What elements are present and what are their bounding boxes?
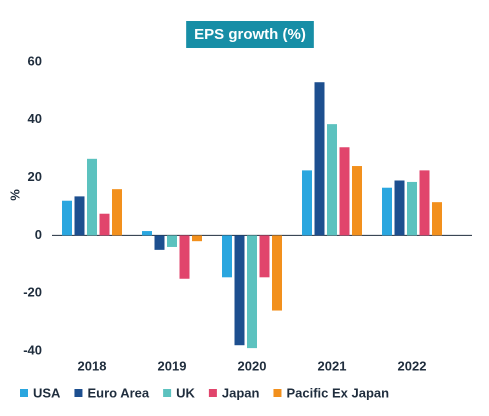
legend-label: Euro Area [87,385,149,400]
bar [192,235,202,242]
bar [407,181,417,236]
bar [247,235,257,349]
bar [352,166,362,236]
y-tick-label: -20 [23,285,42,300]
bar [314,82,325,236]
y-tick-label: 40 [28,111,42,126]
title-box [186,21,314,48]
bar [382,187,392,236]
legend-swatch [20,389,28,397]
bar [154,235,165,250]
bar [394,180,405,236]
bar [432,202,442,236]
bar [259,235,270,278]
bar [142,231,152,236]
bar [339,147,350,236]
bar [272,235,282,311]
bar [222,235,232,278]
x-tick-label: 2019 [158,358,187,373]
y-tick-label: -40 [23,342,42,357]
legend-label: Japan [222,385,260,400]
y-tick-label: 0 [35,227,42,242]
bar [112,189,122,236]
bar [167,235,177,247]
bar [62,200,72,236]
legend-label: USA [33,385,61,400]
bar [87,158,97,236]
legend-swatch [163,389,172,397]
legend-swatch [208,389,217,397]
legend-label: UK [176,385,195,400]
bar [99,213,110,236]
bar [302,170,312,236]
x-tick-label: 2022 [398,358,427,373]
legend-label: Pacific Ex Japan [286,385,389,400]
bar [179,235,190,279]
chart-title: EPS growth (%) [194,26,306,43]
bar [419,170,430,236]
x-tick-label: 2021 [318,358,347,373]
y-tick-label: 20 [28,169,42,184]
bar [234,235,245,346]
bar [327,124,337,236]
y-axis-label: % [7,189,22,201]
x-tick-label: 2018 [78,358,107,373]
bar [74,196,85,236]
y-tick-label: 60 [28,53,42,68]
legend-swatch [74,389,83,397]
x-tick-label: 2020 [238,358,267,373]
legend-swatch [273,389,282,397]
